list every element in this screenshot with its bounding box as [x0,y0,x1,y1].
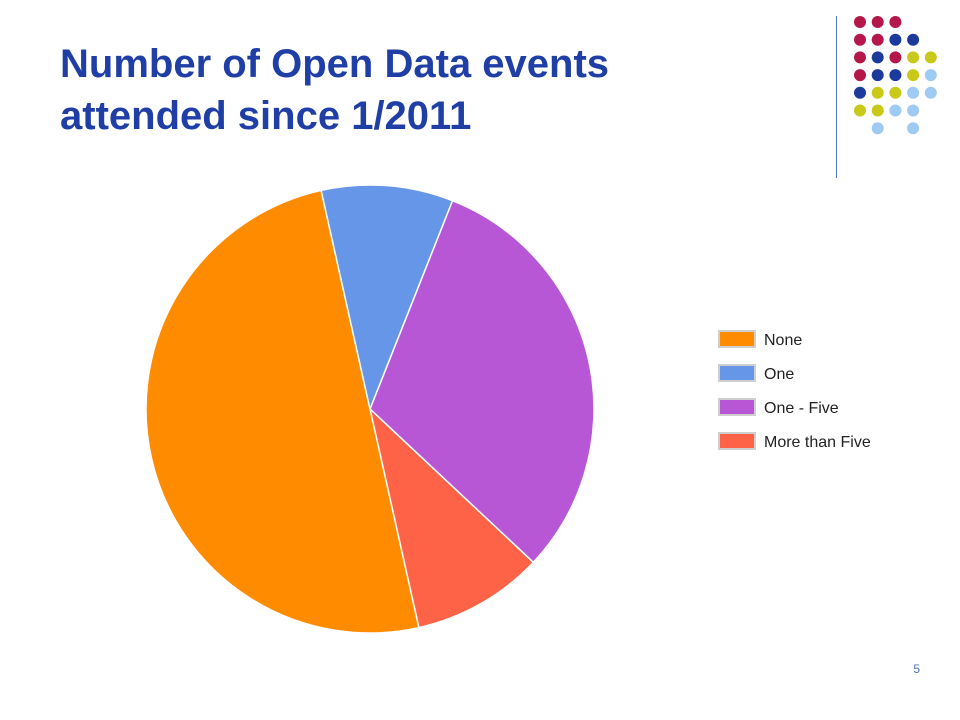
pie-slice-none [145,189,420,634]
slide-number: 5 [913,662,920,676]
pie-slice-one [320,184,454,412]
slide-title: Number of Open Data events attended sinc… [60,42,610,138]
title-divider-line [836,16,837,178]
pie-slice-one-five [369,199,595,564]
legend-swatch-none [718,330,756,348]
legend-label-more-than-five: More than Five [764,434,871,451]
legend-label-one-five: One - Five [764,400,839,417]
legend-label-none: None [764,332,802,349]
pie-slice-more-than-five [368,406,535,629]
legend-swatch-more-than-five [718,432,756,450]
legend-swatch-one [718,364,756,382]
legend-swatch-one-five [718,398,756,416]
legend-label-one: One [764,366,794,383]
